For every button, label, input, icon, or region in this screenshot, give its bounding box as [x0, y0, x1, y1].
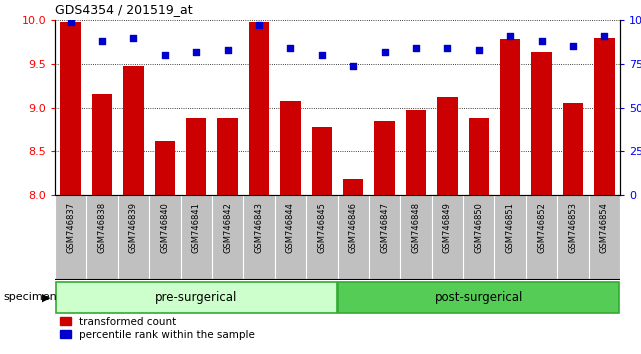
Text: GSM746842: GSM746842	[223, 202, 232, 253]
Text: pre-surgerical: pre-surgerical	[155, 291, 237, 304]
Point	[505, 33, 515, 39]
Point	[411, 45, 421, 51]
Point	[442, 45, 453, 51]
Text: GSM746837: GSM746837	[66, 202, 75, 253]
Bar	[312, 127, 332, 195]
Text: GSM746852: GSM746852	[537, 202, 546, 253]
Text: GSM746854: GSM746854	[600, 202, 609, 253]
Point	[160, 52, 170, 58]
Bar	[280, 101, 301, 195]
Text: GSM746840: GSM746840	[160, 202, 169, 253]
Point	[568, 44, 578, 49]
Point	[222, 47, 233, 53]
Text: GSM746848: GSM746848	[412, 202, 420, 253]
Text: specimen: specimen	[3, 292, 57, 303]
Legend: transformed count, percentile rank within the sample: transformed count, percentile rank withi…	[60, 317, 255, 340]
Text: GSM746851: GSM746851	[506, 202, 515, 253]
Bar	[123, 66, 144, 195]
Point	[285, 45, 296, 51]
Bar	[594, 38, 615, 195]
Text: GSM746838: GSM746838	[97, 202, 106, 253]
Bar	[406, 110, 426, 195]
Text: GSM746853: GSM746853	[569, 202, 578, 253]
Point	[599, 33, 610, 39]
Bar	[437, 97, 458, 195]
Point	[254, 22, 264, 28]
Bar	[531, 52, 552, 195]
Point	[317, 52, 327, 58]
FancyBboxPatch shape	[56, 282, 337, 313]
Text: GSM746843: GSM746843	[254, 202, 263, 253]
Bar	[92, 95, 112, 195]
Text: GSM746839: GSM746839	[129, 202, 138, 253]
Text: GDS4354 / 201519_at: GDS4354 / 201519_at	[55, 4, 193, 16]
Text: ▶: ▶	[42, 292, 51, 303]
Text: GSM746844: GSM746844	[286, 202, 295, 253]
Text: post-surgerical: post-surgerical	[435, 291, 523, 304]
Bar	[186, 118, 206, 195]
Text: GSM746847: GSM746847	[380, 202, 389, 253]
Point	[128, 35, 138, 40]
Point	[537, 38, 547, 44]
Bar	[500, 39, 520, 195]
FancyBboxPatch shape	[338, 282, 619, 313]
Bar	[60, 22, 81, 195]
Text: GSM746845: GSM746845	[317, 202, 326, 253]
Text: GSM746849: GSM746849	[443, 202, 452, 253]
Bar	[249, 22, 269, 195]
Bar	[217, 118, 238, 195]
Point	[65, 19, 76, 24]
Point	[474, 47, 484, 53]
Point	[379, 48, 390, 54]
Bar	[563, 103, 583, 195]
Text: GSM746850: GSM746850	[474, 202, 483, 253]
Text: GSM746846: GSM746846	[349, 202, 358, 253]
Point	[191, 48, 201, 54]
Bar	[343, 179, 363, 195]
Point	[348, 63, 358, 68]
Bar	[374, 121, 395, 195]
Text: GSM746841: GSM746841	[192, 202, 201, 253]
Bar	[154, 141, 175, 195]
Bar	[469, 118, 489, 195]
Point	[97, 38, 107, 44]
